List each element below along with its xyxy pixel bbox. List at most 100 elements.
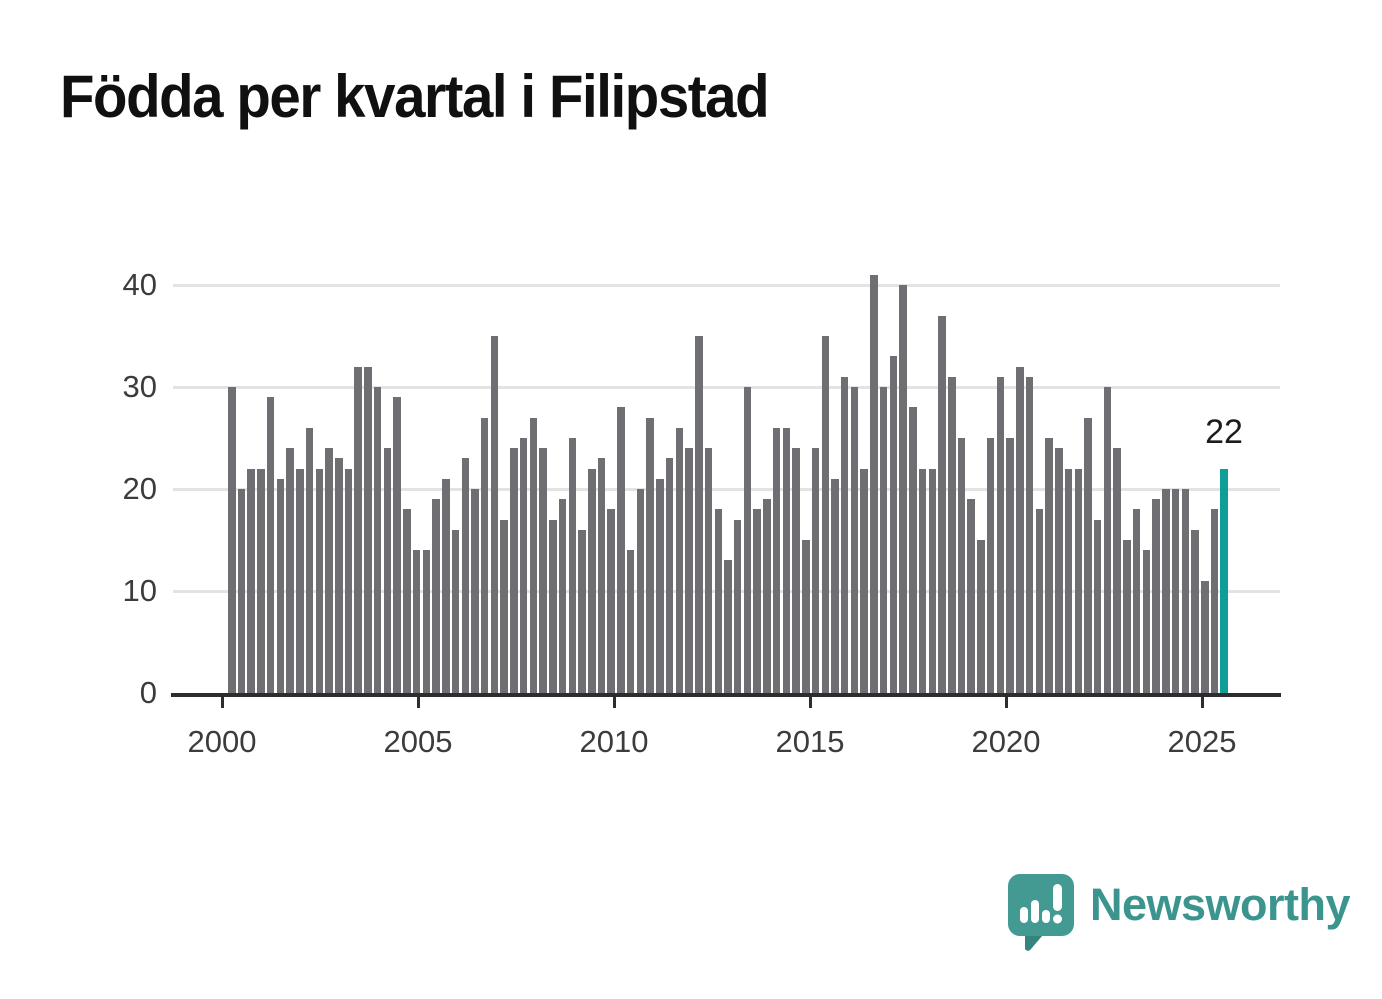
gridline-y-40 bbox=[173, 284, 1280, 287]
bar bbox=[373, 387, 382, 693]
bar bbox=[1162, 489, 1170, 693]
bar bbox=[403, 509, 411, 693]
x-axis-line bbox=[171, 693, 1281, 697]
bar bbox=[1025, 376, 1034, 693]
bar bbox=[685, 448, 693, 693]
bar bbox=[1113, 448, 1121, 693]
bar bbox=[996, 376, 1005, 693]
bar bbox=[325, 448, 333, 693]
bar bbox=[519, 438, 528, 693]
bar bbox=[568, 438, 577, 693]
x-tick-2010 bbox=[612, 697, 616, 708]
bar bbox=[626, 550, 635, 693]
bar bbox=[1093, 519, 1102, 693]
bar bbox=[490, 336, 499, 693]
bar bbox=[305, 427, 314, 693]
gridline-y-20 bbox=[173, 488, 1280, 491]
bar bbox=[977, 540, 985, 693]
bar bbox=[870, 274, 878, 693]
bar bbox=[422, 550, 431, 693]
highlight-value-label: 22 bbox=[1205, 413, 1243, 451]
bar bbox=[364, 366, 372, 693]
x-tick-2000 bbox=[220, 697, 224, 708]
y-tick-label: 30 bbox=[122, 369, 157, 404]
bar bbox=[1152, 499, 1160, 693]
bar bbox=[344, 468, 353, 693]
y-tick-label: 40 bbox=[122, 267, 157, 302]
bar bbox=[607, 509, 615, 693]
bar bbox=[792, 448, 800, 693]
x-tick-2025 bbox=[1200, 697, 1204, 708]
bar bbox=[276, 478, 285, 693]
bar bbox=[938, 315, 946, 693]
bar bbox=[451, 529, 460, 693]
bar bbox=[1210, 509, 1219, 693]
bar bbox=[1055, 448, 1063, 693]
bar bbox=[558, 499, 567, 693]
bar bbox=[948, 376, 956, 693]
x-tick-label: 2020 bbox=[971, 724, 1041, 759]
bar bbox=[335, 458, 343, 693]
plot-area bbox=[173, 274, 1280, 693]
bar bbox=[442, 478, 450, 693]
bar bbox=[296, 468, 304, 693]
bar bbox=[967, 499, 975, 693]
bar bbox=[909, 407, 917, 693]
bar bbox=[1181, 489, 1190, 693]
bar bbox=[695, 336, 703, 693]
bar bbox=[714, 509, 722, 693]
bar bbox=[257, 468, 265, 693]
bar bbox=[1064, 468, 1073, 693]
bar bbox=[753, 509, 761, 693]
bar bbox=[617, 407, 625, 693]
y-tick-label: 10 bbox=[122, 573, 157, 608]
x-tick-label: 2000 bbox=[187, 724, 257, 759]
bar bbox=[1132, 509, 1141, 693]
bar bbox=[247, 468, 255, 693]
highlighted-bar bbox=[1220, 468, 1228, 693]
bar bbox=[393, 397, 401, 693]
bar bbox=[1074, 468, 1082, 693]
bar bbox=[636, 489, 645, 693]
bar bbox=[1123, 540, 1131, 693]
bar bbox=[879, 387, 888, 693]
bar bbox=[782, 427, 791, 693]
bar bbox=[1016, 366, 1024, 693]
x-tick-label: 2005 bbox=[383, 724, 453, 759]
x-tick-label: 2025 bbox=[1167, 724, 1237, 759]
bar bbox=[1103, 387, 1112, 693]
gridline-y-30 bbox=[173, 386, 1280, 389]
bar bbox=[860, 468, 868, 693]
bar bbox=[266, 397, 275, 693]
bar bbox=[354, 366, 362, 693]
x-tick-2005 bbox=[416, 697, 420, 708]
bar bbox=[1006, 438, 1014, 693]
bar bbox=[1142, 550, 1151, 693]
bar bbox=[821, 336, 830, 693]
bar bbox=[315, 468, 324, 693]
newsworthy-wordmark: Newsworthy bbox=[1090, 879, 1351, 930]
bar bbox=[383, 448, 392, 693]
bar bbox=[646, 417, 654, 693]
bar bbox=[899, 285, 907, 693]
bar bbox=[588, 468, 596, 693]
bar bbox=[724, 560, 732, 693]
bar bbox=[597, 458, 606, 693]
bar bbox=[675, 427, 684, 693]
bar bbox=[228, 387, 236, 693]
y-tick-label: 20 bbox=[122, 471, 157, 506]
bar bbox=[529, 417, 538, 693]
bar bbox=[1035, 509, 1044, 693]
bar bbox=[432, 499, 440, 693]
bar bbox=[918, 468, 927, 693]
bar bbox=[500, 519, 508, 693]
bar bbox=[578, 529, 586, 693]
bar bbox=[840, 376, 849, 693]
bar bbox=[763, 499, 771, 693]
bar bbox=[510, 448, 518, 693]
bar bbox=[1045, 438, 1053, 693]
bar bbox=[549, 519, 557, 693]
x-tick-2015 bbox=[808, 697, 812, 708]
bar bbox=[811, 448, 820, 693]
bar bbox=[733, 519, 742, 693]
